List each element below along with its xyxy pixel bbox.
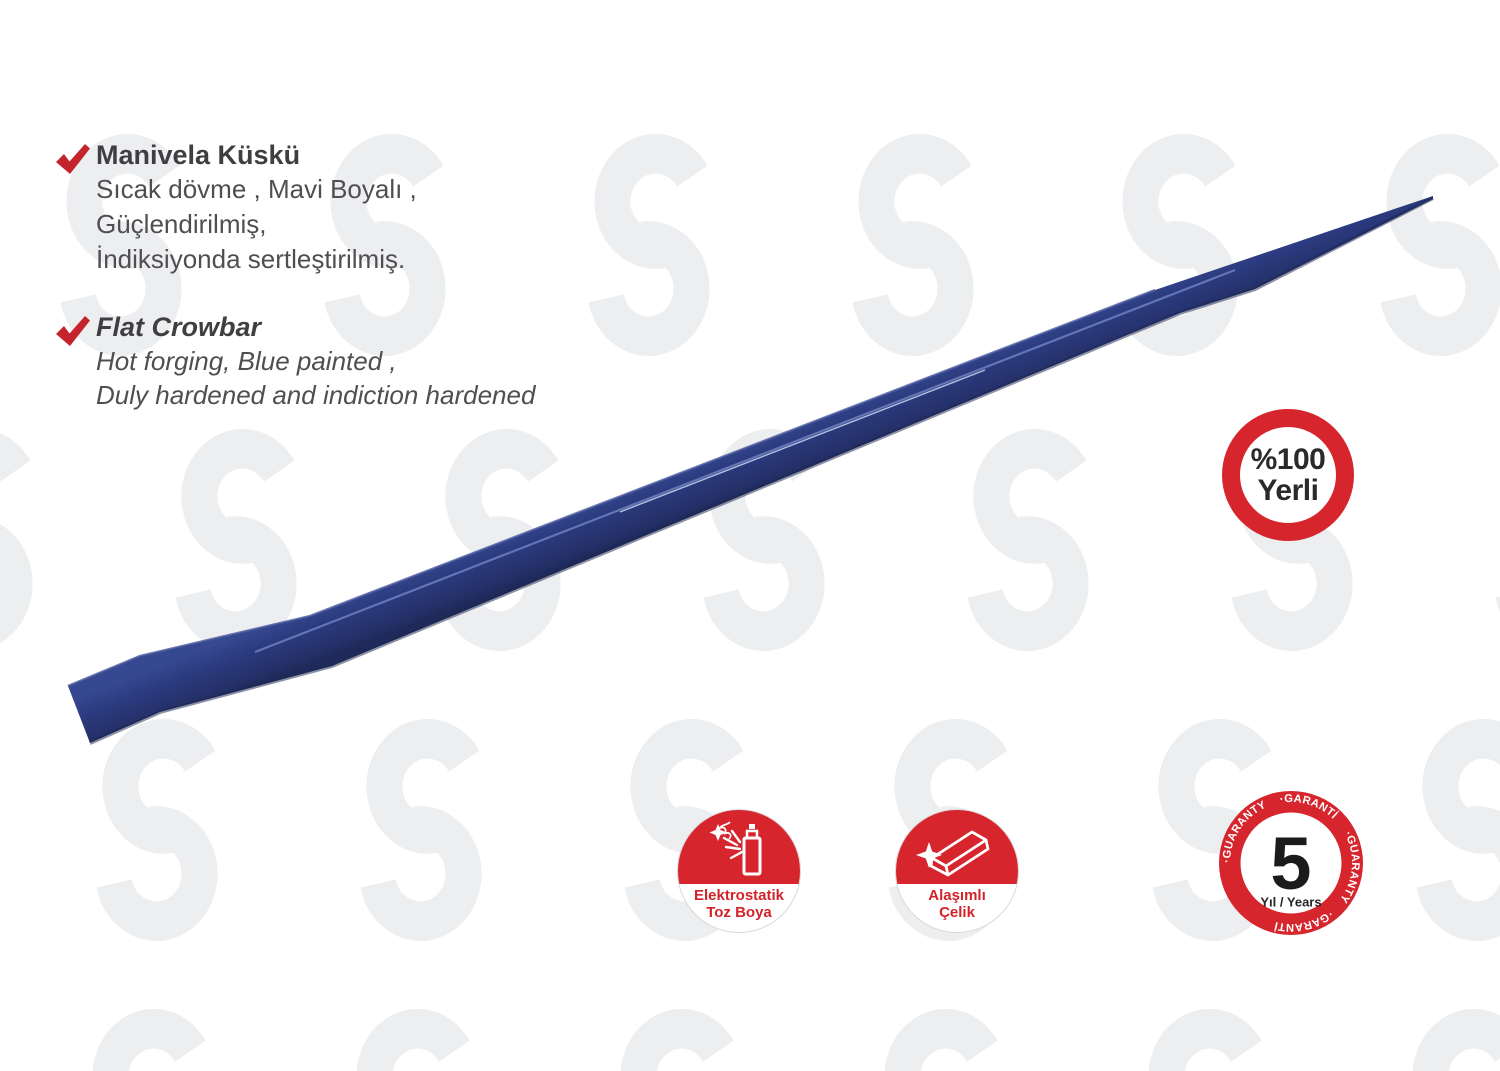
local-product-percent: %100 <box>1250 443 1326 476</box>
crowbar-specular-line <box>619 369 986 513</box>
crowbar-body <box>68 196 1433 743</box>
badge-red-half <box>678 810 800 884</box>
product-title-en: Flat Crowbar <box>96 312 262 342</box>
local-product-badge: %100 Yerli <box>1222 409 1354 541</box>
guarantee-unit: Yıl / Years <box>1260 895 1321 910</box>
alloy-steel-badge: Alaşımlı Çelik <box>895 809 1019 933</box>
product-info-english: Flat Crowbar Hot forging, Blue painted ,… <box>56 311 696 412</box>
checkmark-icon <box>56 144 90 174</box>
product-info-turkish: Manivela Küskü Sıcak dövme , Mavi Boyalı… <box>56 139 696 277</box>
crowbar-top-edge-light <box>67 288 1156 688</box>
badge-coating-label: Elektrostatik Toz Boya <box>693 887 785 921</box>
checkmark-icon <box>56 316 90 346</box>
product-title-tr: Manivela Küskü <box>96 140 301 170</box>
badge-steel-label: Alaşımlı Çelik <box>928 887 986 921</box>
badge-red-half <box>896 810 1018 884</box>
product-desc-en-line: Duly hardened and indiction hardened <box>96 380 536 410</box>
product-desc-tr-line: Sıcak dövme , Mavi Boyalı , <box>96 174 417 204</box>
spray-can-icon <box>709 821 762 876</box>
steel-ingot-icon <box>916 830 990 877</box>
product-desc-tr-line: Güçlendirilmiş, <box>96 209 267 239</box>
guarantee-years: 5 <box>1270 822 1311 905</box>
local-product-label: Yerli <box>1257 474 1319 507</box>
product-desc-en-line: Hot forging, Blue painted , <box>96 346 397 376</box>
guarantee-badge: ·GUARANTY ·GARANTİ ·GUARANTY ·GARANTİ 5 … <box>1219 791 1363 935</box>
guarantee-center <box>1240 812 1342 914</box>
product-desc-tr-line: İndiksiyonda sertleştirilmiş. <box>96 244 406 274</box>
crowbar-bottom-shade <box>89 196 1434 745</box>
powder-coating-badge: Elektrostatik Toz Boya <box>677 809 801 933</box>
crowbar-highlight-line <box>254 268 1236 654</box>
